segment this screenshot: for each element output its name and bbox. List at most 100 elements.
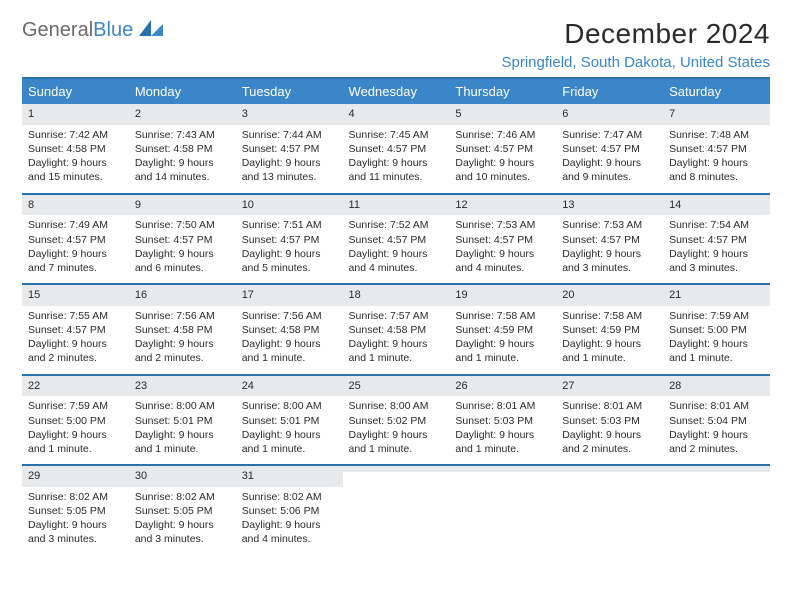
day-body: Sunrise: 7:58 AMSunset: 4:59 PMDaylight:…: [449, 306, 556, 374]
day-d2: and 7 minutes.: [28, 261, 123, 275]
day-ss: Sunset: 4:57 PM: [562, 142, 657, 156]
day-d2: and 2 minutes.: [562, 442, 657, 456]
day-body: Sunrise: 7:55 AMSunset: 4:57 PMDaylight:…: [22, 306, 129, 374]
day-number: 18: [343, 283, 450, 306]
day-number: 2: [129, 104, 236, 125]
day-number: 1: [22, 104, 129, 125]
day-number: 29: [22, 464, 129, 487]
day-d1: Daylight: 9 hours: [669, 337, 764, 351]
day-d2: and 1 minute.: [242, 351, 337, 365]
day-d2: and 3 minutes.: [669, 261, 764, 275]
day-sr: Sunrise: 7:45 AM: [349, 128, 444, 142]
day-ss: Sunset: 4:57 PM: [242, 233, 337, 247]
logo-mark-icon: [139, 18, 167, 42]
day-body: Sunrise: 7:48 AMSunset: 4:57 PMDaylight:…: [663, 125, 770, 193]
day-number: 12: [449, 193, 556, 216]
day-number: 30: [129, 464, 236, 487]
day-d2: and 1 minute.: [242, 442, 337, 456]
day-d2: and 1 minute.: [669, 351, 764, 365]
day-sr: Sunrise: 7:58 AM: [455, 309, 550, 323]
day-ss: Sunset: 5:02 PM: [349, 414, 444, 428]
day-body: Sunrise: 7:42 AMSunset: 4:58 PMDaylight:…: [22, 125, 129, 193]
day-d1: Daylight: 9 hours: [562, 247, 657, 261]
calendar-cell: 18Sunrise: 7:57 AMSunset: 4:58 PMDayligh…: [343, 283, 450, 374]
day-number: 7: [663, 104, 770, 125]
day-sr: Sunrise: 7:59 AM: [28, 399, 123, 413]
day-number: 25: [343, 374, 450, 397]
day-number: 11: [343, 193, 450, 216]
day-number: 19: [449, 283, 556, 306]
day-d2: and 10 minutes.: [455, 170, 550, 184]
day-d2: and 1 minute.: [349, 442, 444, 456]
calendar-row: 15Sunrise: 7:55 AMSunset: 4:57 PMDayligh…: [22, 283, 770, 374]
day-d1: Daylight: 9 hours: [562, 337, 657, 351]
day-sr: Sunrise: 8:01 AM: [562, 399, 657, 413]
day-number: 23: [129, 374, 236, 397]
day-sr: Sunrise: 7:50 AM: [135, 218, 230, 232]
day-body: Sunrise: 7:53 AMSunset: 4:57 PMDaylight:…: [556, 215, 663, 283]
location: Springfield, South Dakota, United States: [502, 54, 771, 71]
day-d1: Daylight: 9 hours: [242, 518, 337, 532]
day-d2: and 15 minutes.: [28, 170, 123, 184]
day-body: Sunrise: 7:54 AMSunset: 4:57 PMDaylight:…: [663, 215, 770, 283]
day-number: 10: [236, 193, 343, 216]
day-d1: Daylight: 9 hours: [349, 156, 444, 170]
day-number: 5: [449, 104, 556, 125]
day-body: Sunrise: 7:44 AMSunset: 4:57 PMDaylight:…: [236, 125, 343, 193]
day-body: Sunrise: 7:59 AMSunset: 5:00 PMDaylight:…: [22, 396, 129, 464]
day-body: Sunrise: 7:46 AMSunset: 4:57 PMDaylight:…: [449, 125, 556, 193]
day-body: [663, 472, 770, 534]
day-ss: Sunset: 4:57 PM: [28, 233, 123, 247]
day-number: [556, 464, 663, 472]
day-body: Sunrise: 8:01 AMSunset: 5:03 PMDaylight:…: [449, 396, 556, 464]
day-sr: Sunrise: 7:55 AM: [28, 309, 123, 323]
day-ss: Sunset: 4:59 PM: [455, 323, 550, 337]
day-body: Sunrise: 8:02 AMSunset: 5:06 PMDaylight:…: [236, 487, 343, 555]
day-sr: Sunrise: 8:02 AM: [135, 490, 230, 504]
calendar-body: 1Sunrise: 7:42 AMSunset: 4:58 PMDaylight…: [22, 104, 770, 555]
day-body: Sunrise: 7:47 AMSunset: 4:57 PMDaylight:…: [556, 125, 663, 193]
day-body: Sunrise: 7:56 AMSunset: 4:58 PMDaylight:…: [129, 306, 236, 374]
day-d1: Daylight: 9 hours: [669, 428, 764, 442]
day-d2: and 4 minutes.: [242, 532, 337, 546]
dayhead-thu: Thursday: [449, 79, 556, 104]
day-d1: Daylight: 9 hours: [242, 247, 337, 261]
day-body: Sunrise: 7:52 AMSunset: 4:57 PMDaylight:…: [343, 215, 450, 283]
day-number: 9: [129, 193, 236, 216]
day-sr: Sunrise: 8:00 AM: [349, 399, 444, 413]
day-body: Sunrise: 8:02 AMSunset: 5:05 PMDaylight:…: [129, 487, 236, 555]
day-body: Sunrise: 7:56 AMSunset: 4:58 PMDaylight:…: [236, 306, 343, 374]
day-body: [343, 472, 450, 534]
day-ss: Sunset: 4:57 PM: [455, 233, 550, 247]
day-sr: Sunrise: 7:48 AM: [669, 128, 764, 142]
day-d1: Daylight: 9 hours: [28, 337, 123, 351]
day-sr: Sunrise: 7:59 AM: [669, 309, 764, 323]
day-ss: Sunset: 5:03 PM: [455, 414, 550, 428]
day-d2: and 4 minutes.: [349, 261, 444, 275]
day-sr: Sunrise: 7:42 AM: [28, 128, 123, 142]
calendar-cell: [663, 464, 770, 555]
calendar-cell: 14Sunrise: 7:54 AMSunset: 4:57 PMDayligh…: [663, 193, 770, 284]
day-d2: and 2 minutes.: [28, 351, 123, 365]
day-number: 21: [663, 283, 770, 306]
day-body: Sunrise: 8:01 AMSunset: 5:04 PMDaylight:…: [663, 396, 770, 464]
day-d1: Daylight: 9 hours: [562, 428, 657, 442]
day-ss: Sunset: 5:00 PM: [28, 414, 123, 428]
day-body: Sunrise: 8:00 AMSunset: 5:01 PMDaylight:…: [129, 396, 236, 464]
day-number: 26: [449, 374, 556, 397]
day-body: Sunrise: 8:00 AMSunset: 5:01 PMDaylight:…: [236, 396, 343, 464]
title-block: December 2024 Springfield, South Dakota,…: [502, 18, 771, 71]
day-d1: Daylight: 9 hours: [455, 428, 550, 442]
calendar-cell: 9Sunrise: 7:50 AMSunset: 4:57 PMDaylight…: [129, 193, 236, 284]
day-body: Sunrise: 7:53 AMSunset: 4:57 PMDaylight:…: [449, 215, 556, 283]
calendar-table: Sunday Monday Tuesday Wednesday Thursday…: [22, 79, 770, 555]
day-d1: Daylight: 9 hours: [135, 337, 230, 351]
day-ss: Sunset: 4:57 PM: [562, 233, 657, 247]
day-d2: and 14 minutes.: [135, 170, 230, 184]
day-ss: Sunset: 5:00 PM: [669, 323, 764, 337]
day-sr: Sunrise: 7:47 AM: [562, 128, 657, 142]
day-sr: Sunrise: 7:46 AM: [455, 128, 550, 142]
day-ss: Sunset: 4:57 PM: [135, 233, 230, 247]
dayhead-fri: Friday: [556, 79, 663, 104]
calendar-head: Sunday Monday Tuesday Wednesday Thursday…: [22, 79, 770, 104]
